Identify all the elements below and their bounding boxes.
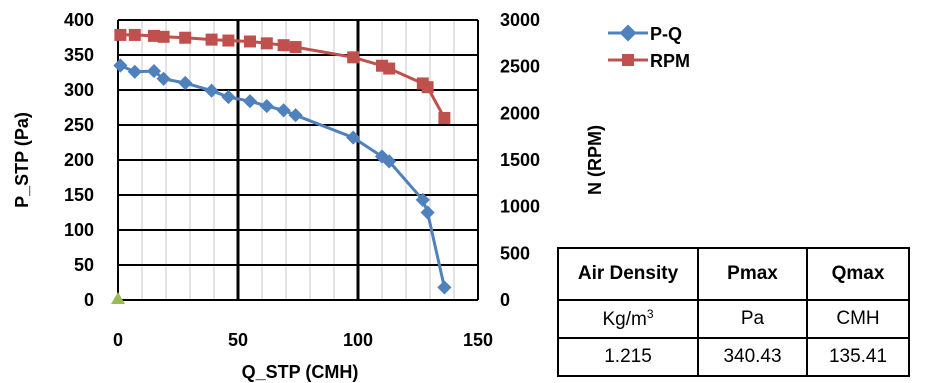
- header-air-density: Air Density: [557, 247, 699, 301]
- point-p-q: [127, 64, 142, 79]
- y2-tick-label: 2500: [500, 57, 540, 77]
- y2-tick-label: 1000: [500, 197, 540, 217]
- point-rpm: [260, 37, 273, 50]
- point-p-q: [420, 205, 435, 220]
- x-tick-label: 0: [113, 330, 123, 350]
- point-rpm: [205, 33, 218, 46]
- point-p-q: [415, 192, 430, 207]
- point-p-q: [382, 154, 397, 169]
- y-tick-label: 300: [64, 80, 94, 100]
- point-rpm: [289, 41, 302, 54]
- y2-tick-label: 500: [500, 243, 530, 263]
- point-rpm: [383, 62, 396, 75]
- y-tick-label: 250: [64, 115, 94, 135]
- point-p-q: [221, 89, 236, 105]
- unit-qmax: CMH: [806, 299, 910, 339]
- point-rpm: [222, 34, 235, 47]
- point-rpm: [347, 51, 360, 64]
- table-header-row: Air Density Pmax Qmax: [557, 247, 910, 301]
- unit-air-density-text: Kg/m: [602, 309, 647, 330]
- point-extra-triangle: [111, 292, 125, 304]
- table-unit-row: Kg/m3 Pa CMH: [557, 299, 910, 339]
- y2-tick-label: 1500: [500, 150, 540, 170]
- y-axis-title: P_STP (Pa): [12, 112, 32, 208]
- y2-tick-label: 2000: [500, 103, 540, 123]
- x-axis-ticks: 0 50 100 150: [113, 330, 493, 350]
- value-air-density: 1.215: [557, 337, 699, 377]
- series-layer: [111, 28, 452, 304]
- point-rpm: [114, 28, 127, 41]
- y2-axis-ticks: 0 500 1000 1500 2000 2500 3000: [500, 10, 540, 310]
- legend-marker-pq: [619, 24, 637, 42]
- point-rpm: [277, 39, 290, 52]
- header-pmax: Pmax: [697, 247, 808, 301]
- point-p-q: [276, 103, 291, 118]
- point-rpm: [438, 112, 451, 124]
- unit-pmax: Pa: [697, 299, 808, 339]
- y-tick-label: 200: [64, 150, 94, 170]
- y-tick-label: 350: [64, 45, 94, 65]
- y-tick-label: 100: [64, 220, 94, 240]
- point-p-q: [259, 99, 274, 114]
- unit-superscript: 3: [646, 307, 654, 321]
- legend-label-pq: P-Q: [650, 24, 682, 44]
- point-rpm: [244, 35, 256, 48]
- x-tick-label: 150: [463, 330, 493, 350]
- point-rpm: [421, 81, 434, 94]
- y-tick-label: 50: [74, 255, 94, 275]
- y-tick-label: 150: [64, 185, 94, 205]
- grid: [118, 19, 478, 300]
- point-p-q: [437, 280, 452, 295]
- y2-axis-title: N (RPM): [585, 125, 605, 195]
- legend: P-Q RPM: [608, 24, 690, 71]
- x-tick-label: 50: [228, 330, 248, 350]
- unit-air-density: Kg/m3: [557, 299, 699, 339]
- y-axis-ticks: 0 50 100 150 200 250 300 350 400: [64, 10, 94, 310]
- y2-tick-label: 0: [500, 290, 510, 310]
- value-pmax: 340.43: [697, 337, 808, 377]
- value-qmax: 135.41: [806, 337, 910, 377]
- y-tick-label: 0: [84, 290, 94, 310]
- y2-tick-label: 3000: [500, 10, 540, 30]
- point-rpm: [148, 29, 160, 42]
- info-table: Air Density Pmax Qmax Kg/m3 Pa CMH 1.215…: [557, 247, 910, 377]
- legend-label-rpm: RPM: [650, 51, 690, 71]
- point-rpm: [128, 28, 141, 41]
- y-tick-label: 400: [64, 10, 94, 30]
- point-p-q: [113, 58, 128, 73]
- series-line-p-q: [119, 64, 446, 288]
- x-tick-label: 100: [343, 330, 373, 350]
- point-rpm: [157, 30, 170, 43]
- x-axis-title: Q_STP (CMH): [242, 362, 359, 382]
- point-p-q: [288, 108, 303, 123]
- point-rpm: [179, 31, 192, 44]
- point-p-q: [242, 94, 258, 109]
- point-p-q: [346, 130, 361, 145]
- header-qmax: Qmax: [806, 247, 910, 301]
- legend-marker-rpm: [622, 54, 634, 66]
- table-value-row: 1.215 340.43 135.41: [557, 337, 910, 377]
- point-p-q: [204, 83, 219, 98]
